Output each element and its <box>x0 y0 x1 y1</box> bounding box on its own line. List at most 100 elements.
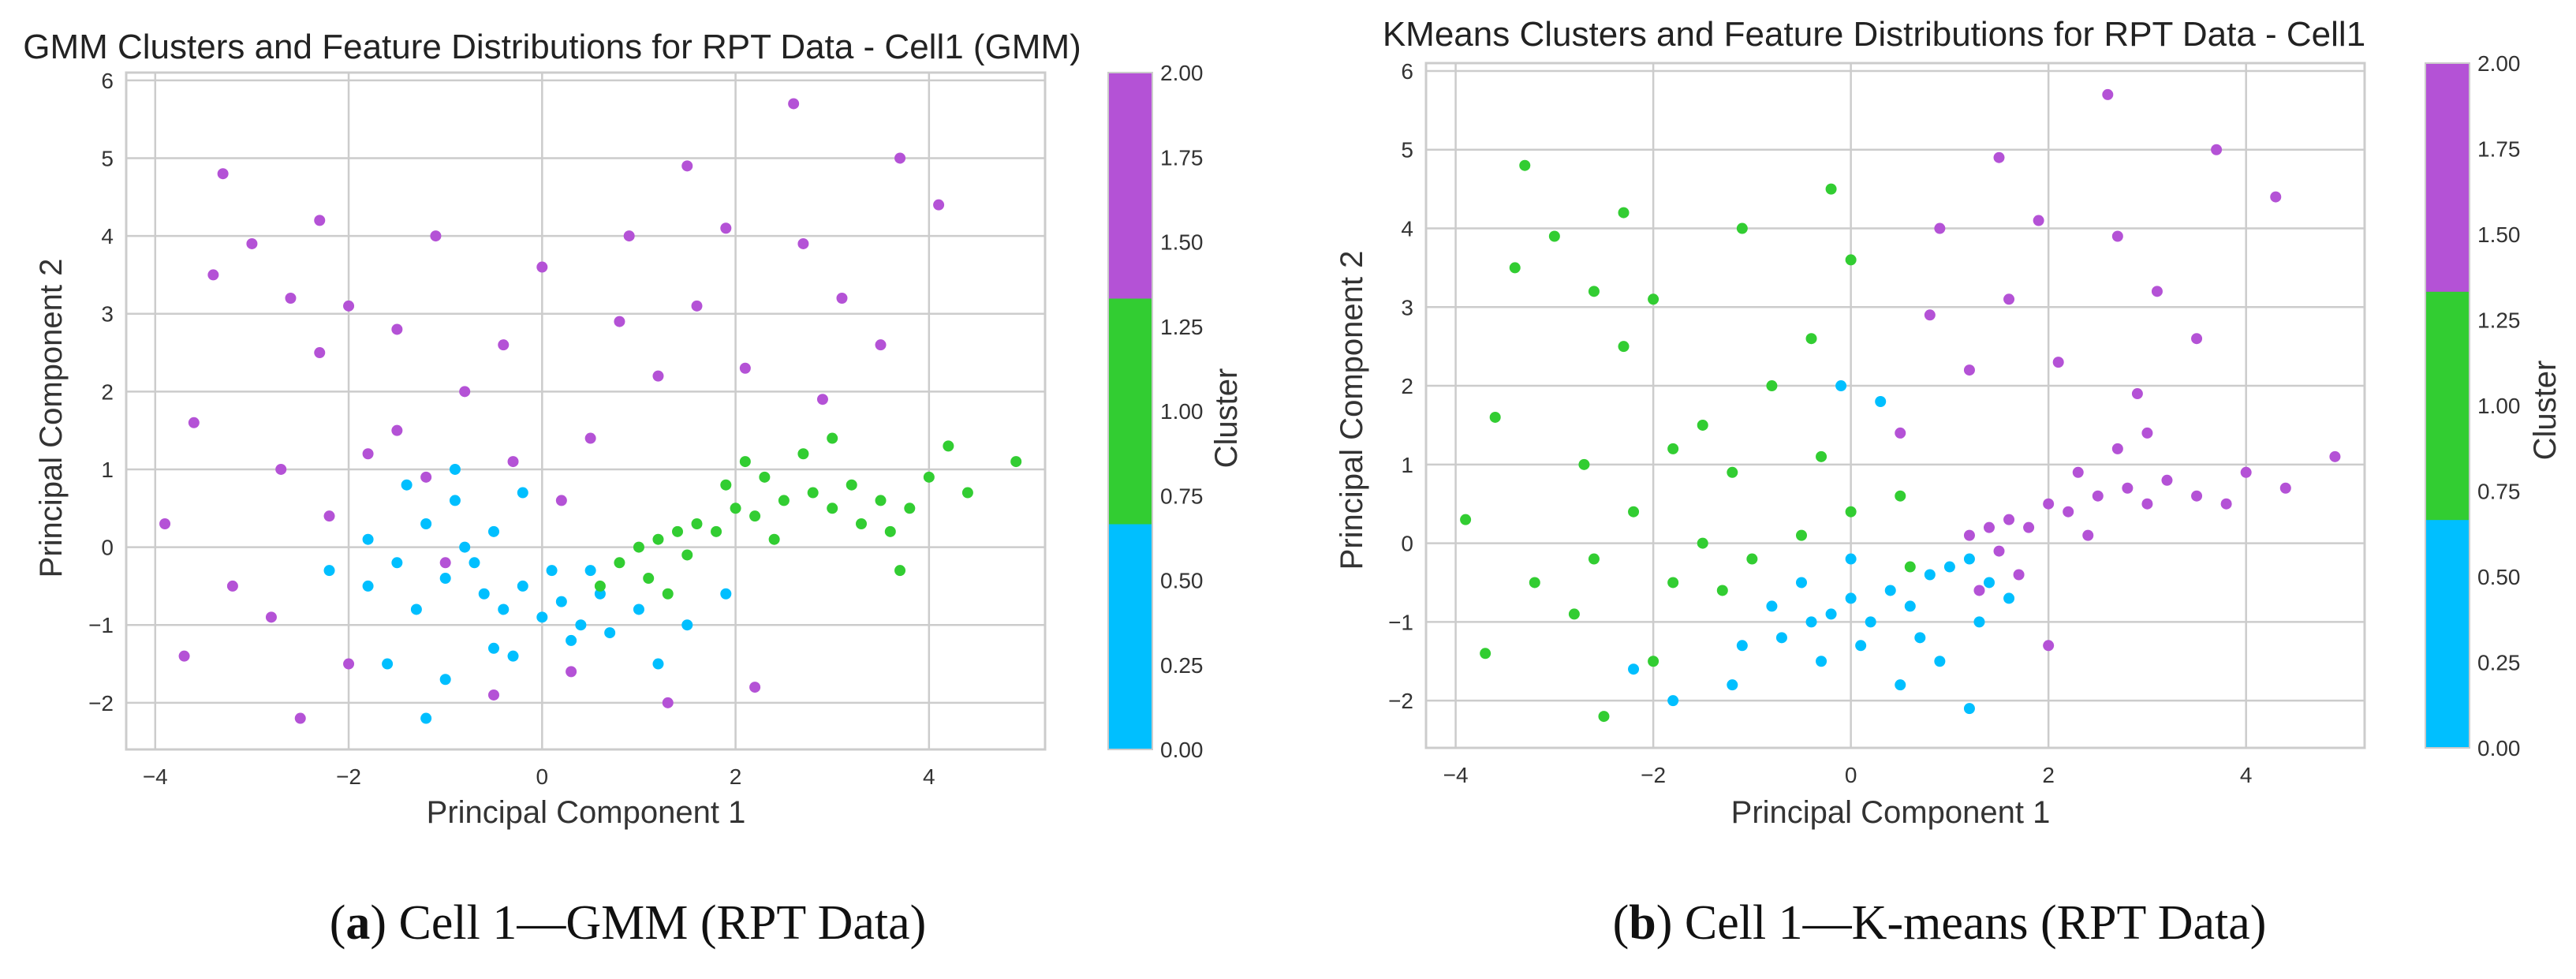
chart-a-title: GMM Clusters and Feature Distributions f… <box>23 28 1081 66</box>
scatter-point <box>633 541 644 553</box>
colorbar-tick-label: 0.50 <box>1160 569 1204 593</box>
scatter-point <box>2102 88 2114 100</box>
colorbar-tick-label: 1.25 <box>1160 315 1204 339</box>
scatter-point <box>1816 450 1827 462</box>
scatter-point <box>1618 207 1630 219</box>
y-tick-label: 0 <box>1401 532 1413 556</box>
scatter-point <box>401 479 413 491</box>
plot-a-area: −4 −2 0 2 4 −2 −1 0 1 2 3 4 5 6 <box>88 69 1047 789</box>
scatter-point <box>498 339 510 351</box>
scatter-point <box>875 495 887 506</box>
y-tick-label: 2 <box>101 379 114 404</box>
scatter-point <box>2043 498 2055 510</box>
scatter-point <box>604 627 616 639</box>
scatter-point <box>566 634 577 646</box>
scatter-point <box>439 557 451 569</box>
scatter-point <box>517 580 528 592</box>
scatter-point <box>2191 490 2203 502</box>
scatter-point <box>1845 553 1857 565</box>
scatter-point <box>178 650 190 662</box>
scatter-point <box>2151 286 2163 297</box>
scatter-point <box>420 518 432 529</box>
scatter-point <box>2023 521 2035 533</box>
scatter-point <box>449 463 461 475</box>
scatter-point <box>362 448 374 460</box>
scatter-point <box>1588 286 1600 297</box>
scatter-point <box>623 230 635 242</box>
scatter-point <box>933 199 945 211</box>
scatter-point <box>1895 679 1906 691</box>
caption-a-text: Cell 1—GMM (RPT Data) <box>386 896 926 950</box>
scatter-point <box>1796 577 1807 589</box>
scatter-point <box>2003 514 2015 525</box>
scatter-point <box>2003 293 2015 305</box>
plot-frame <box>1424 62 2366 749</box>
y-tick-label: 2 <box>1401 374 1413 398</box>
scatter-point <box>1934 656 1946 667</box>
chart-b-xlabel: Principal Component 1 <box>1731 795 2051 830</box>
x-tick-label: −2 <box>336 764 361 789</box>
y-tick-label: −1 <box>88 613 114 637</box>
scatter-point <box>816 394 828 405</box>
scatter-point <box>2141 498 2153 510</box>
scatter-point <box>1805 333 1817 345</box>
colorbar-band <box>1108 524 1152 750</box>
scatter-point <box>575 619 587 631</box>
scatter-point <box>1618 341 1630 353</box>
colorbar-band <box>2425 63 2470 292</box>
scatter-point <box>681 160 693 172</box>
scatter-point <box>498 603 510 615</box>
scatter-point <box>749 510 761 522</box>
scatter-point <box>294 712 306 724</box>
scatter-point <box>1648 293 1659 305</box>
scatter-point <box>923 471 935 483</box>
scatter-point <box>265 611 277 623</box>
scatter-point <box>2131 388 2143 400</box>
scatter-point <box>1963 703 1975 715</box>
scatter-point <box>391 557 403 569</box>
x-tick-label: 2 <box>2042 763 2055 787</box>
scatter-point <box>1628 506 1640 518</box>
scatter-point <box>2161 474 2173 486</box>
scatter-point <box>1934 222 1946 234</box>
panel-b-kmeans: KMeans Clusters and Feature Distribution… <box>1335 15 2563 830</box>
scatter-point <box>536 611 548 623</box>
scatter-point <box>478 588 490 600</box>
scatter-point <box>1904 600 1916 612</box>
scatter-point <box>711 525 722 537</box>
scatter-point <box>323 565 335 577</box>
x-tick-label: −4 <box>143 764 168 789</box>
scatter-point <box>943 440 954 452</box>
scatter-point <box>410 603 422 615</box>
scatter-point <box>2111 443 2123 454</box>
colorbar-tick-label: 0.25 <box>1160 653 1204 678</box>
scatter-point <box>584 565 596 577</box>
scatter-point <box>2082 529 2094 541</box>
colorbar-tick-label: 1.50 <box>2477 222 2521 247</box>
scatter-point <box>884 525 896 537</box>
scatter-point <box>720 222 732 234</box>
scatter-point <box>1816 656 1827 667</box>
scatter-point <box>827 432 838 444</box>
scatter-point <box>449 495 461 506</box>
colorbar-b: 0.00 0.25 0.50 0.75 1.00 1.25 1.50 1.75 2.00 <box>2425 51 2521 760</box>
scatter-point <box>1993 151 2005 163</box>
colorbar-tick-label: 0.00 <box>2477 736 2521 760</box>
scatter-point <box>546 565 558 577</box>
scatter-point <box>1568 608 1580 620</box>
scatter-point <box>614 557 625 569</box>
scatter-point <box>691 518 703 529</box>
scatter-point <box>314 347 326 359</box>
y-tick-label: 5 <box>101 146 114 170</box>
scatter-point <box>1993 545 2005 557</box>
scatter-point <box>1667 443 1679 454</box>
scatter-point <box>1529 577 1540 589</box>
series-cluster-2 <box>1895 88 2341 652</box>
scatter-point <box>1875 396 1887 408</box>
x-tick-label: 2 <box>730 764 742 789</box>
caption-b-text: Cell 1—K-means (RPT Data) <box>1672 896 2266 950</box>
y-tick-label: 3 <box>101 302 114 327</box>
scatter-point <box>1736 640 1748 652</box>
scatter-point <box>488 689 499 701</box>
scatter-point <box>391 424 403 436</box>
